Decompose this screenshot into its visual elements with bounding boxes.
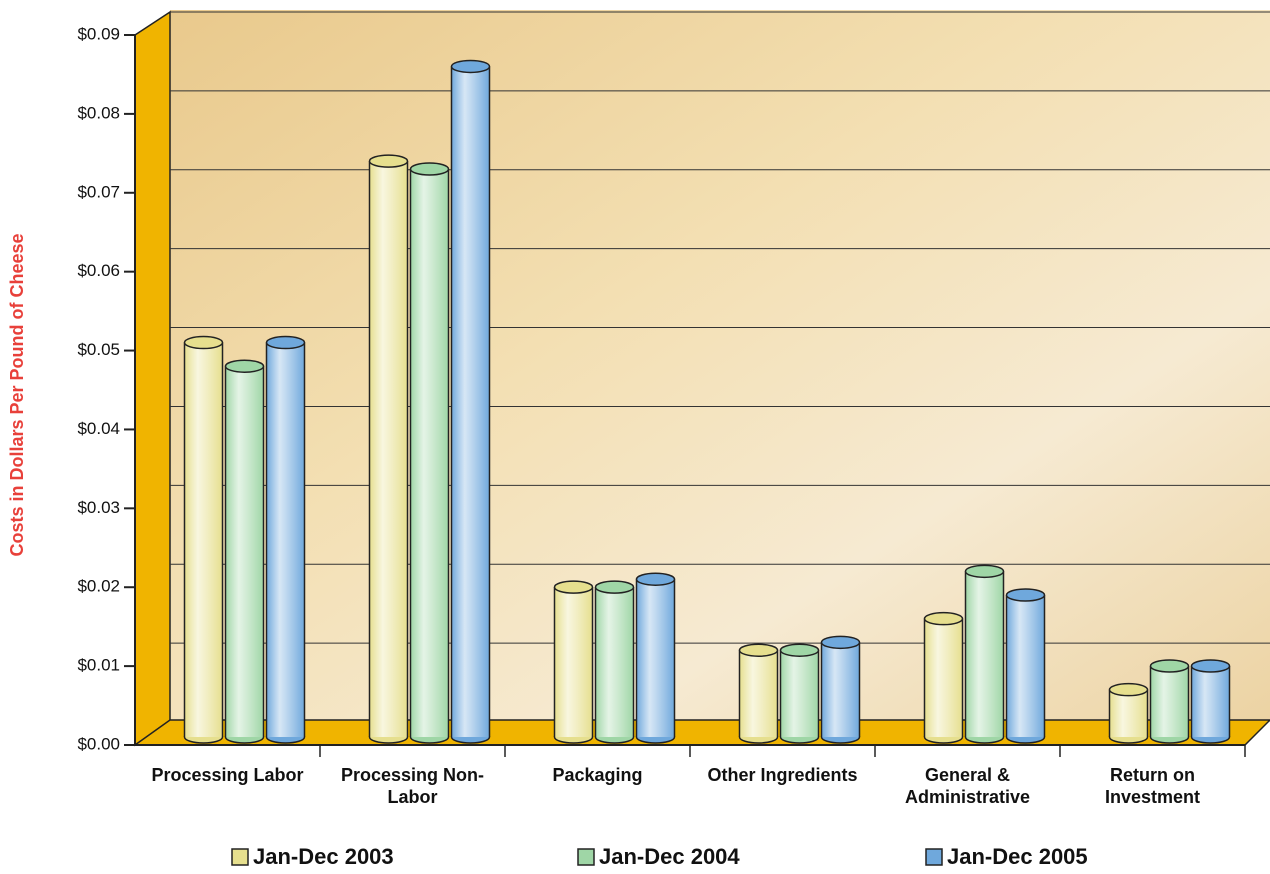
bar bbox=[368, 154, 409, 744]
bar-shade bbox=[225, 366, 264, 737]
bar-top bbox=[1149, 659, 1190, 673]
bar-shade bbox=[1150, 666, 1189, 737]
back-wall bbox=[170, 10, 1270, 722]
y-tick-label: $0.00 bbox=[77, 734, 120, 753]
bar-top bbox=[779, 643, 820, 657]
bar-top bbox=[964, 564, 1005, 579]
bar-shade bbox=[739, 650, 778, 737]
legend-label: Jan-Dec 2005 bbox=[947, 844, 1088, 869]
y-tick-label: $0.07 bbox=[77, 182, 120, 201]
bar bbox=[1190, 659, 1231, 744]
bar-top bbox=[923, 611, 964, 626]
bar-top bbox=[553, 580, 594, 594]
y-axis-title: Costs in Dollars Per Pound of Cheese bbox=[7, 233, 27, 556]
bar bbox=[779, 643, 820, 744]
bar-top bbox=[594, 580, 635, 594]
bar bbox=[1005, 588, 1046, 744]
x-tick-label: Processing Labor bbox=[151, 765, 304, 785]
bar bbox=[635, 572, 676, 744]
legend-swatch bbox=[925, 848, 943, 866]
y-tick-label: $0.03 bbox=[77, 498, 120, 517]
bar bbox=[224, 359, 265, 744]
legend-swatch bbox=[231, 848, 249, 866]
y-tick-label: $0.05 bbox=[77, 340, 120, 359]
bar-shade bbox=[266, 342, 305, 737]
bar-top bbox=[738, 643, 779, 657]
bar bbox=[594, 580, 635, 744]
bar bbox=[964, 564, 1005, 744]
bar bbox=[923, 611, 964, 744]
bar bbox=[265, 335, 306, 744]
x-tick-label: Packaging bbox=[552, 765, 643, 785]
bar-top bbox=[450, 59, 491, 74]
x-tick-label: Other Ingredients bbox=[707, 765, 858, 785]
bar bbox=[409, 162, 450, 744]
bar-shade bbox=[554, 587, 593, 737]
bar-top bbox=[635, 572, 676, 586]
y-tick-label: $0.04 bbox=[77, 419, 120, 438]
legend-label: Jan-Dec 2003 bbox=[253, 844, 394, 869]
bar bbox=[183, 335, 224, 744]
y-tick-label: $0.09 bbox=[77, 24, 120, 43]
bar-shade bbox=[451, 66, 490, 737]
bar bbox=[738, 643, 779, 744]
bar bbox=[1108, 682, 1149, 744]
bar-shade bbox=[924, 618, 963, 737]
x-tick-label: Return on Investment bbox=[1104, 765, 1201, 807]
bar bbox=[1149, 659, 1190, 744]
bar-shade bbox=[1109, 689, 1148, 737]
bar-top bbox=[224, 359, 265, 373]
bar-shade bbox=[595, 587, 634, 737]
bar bbox=[450, 59, 491, 744]
bar-top bbox=[368, 154, 409, 168]
bar-shade bbox=[184, 342, 223, 737]
y-tick-label: $0.01 bbox=[77, 656, 120, 675]
bar-top bbox=[409, 162, 450, 176]
bar-shade bbox=[821, 642, 860, 737]
y-tick-label: $0.08 bbox=[77, 103, 120, 122]
bar-shade bbox=[1006, 595, 1045, 737]
bar-top bbox=[820, 635, 861, 650]
side-wall bbox=[134, 10, 171, 747]
y-tick-label: $0.02 bbox=[77, 577, 120, 596]
bar bbox=[820, 635, 861, 744]
bar-shade bbox=[636, 579, 675, 737]
x-tick-label: General & Administrative bbox=[904, 765, 1031, 807]
bar-shade bbox=[780, 650, 819, 737]
bar-top bbox=[1108, 682, 1149, 697]
bar-shade bbox=[410, 169, 449, 737]
bar bbox=[553, 580, 594, 744]
bar-shade bbox=[1191, 666, 1230, 737]
legend-label: Jan-Dec 2004 bbox=[599, 844, 740, 869]
legend-swatch bbox=[577, 848, 595, 866]
bar-top bbox=[1005, 588, 1046, 602]
bar-top bbox=[265, 335, 306, 350]
bar-shade bbox=[965, 571, 1004, 737]
bar-shade bbox=[369, 161, 408, 738]
bar-top bbox=[1190, 659, 1231, 673]
bar-top bbox=[183, 335, 224, 350]
x-tick-label: Processing Non-Labor bbox=[340, 765, 485, 807]
y-tick-label: $0.06 bbox=[77, 261, 120, 280]
